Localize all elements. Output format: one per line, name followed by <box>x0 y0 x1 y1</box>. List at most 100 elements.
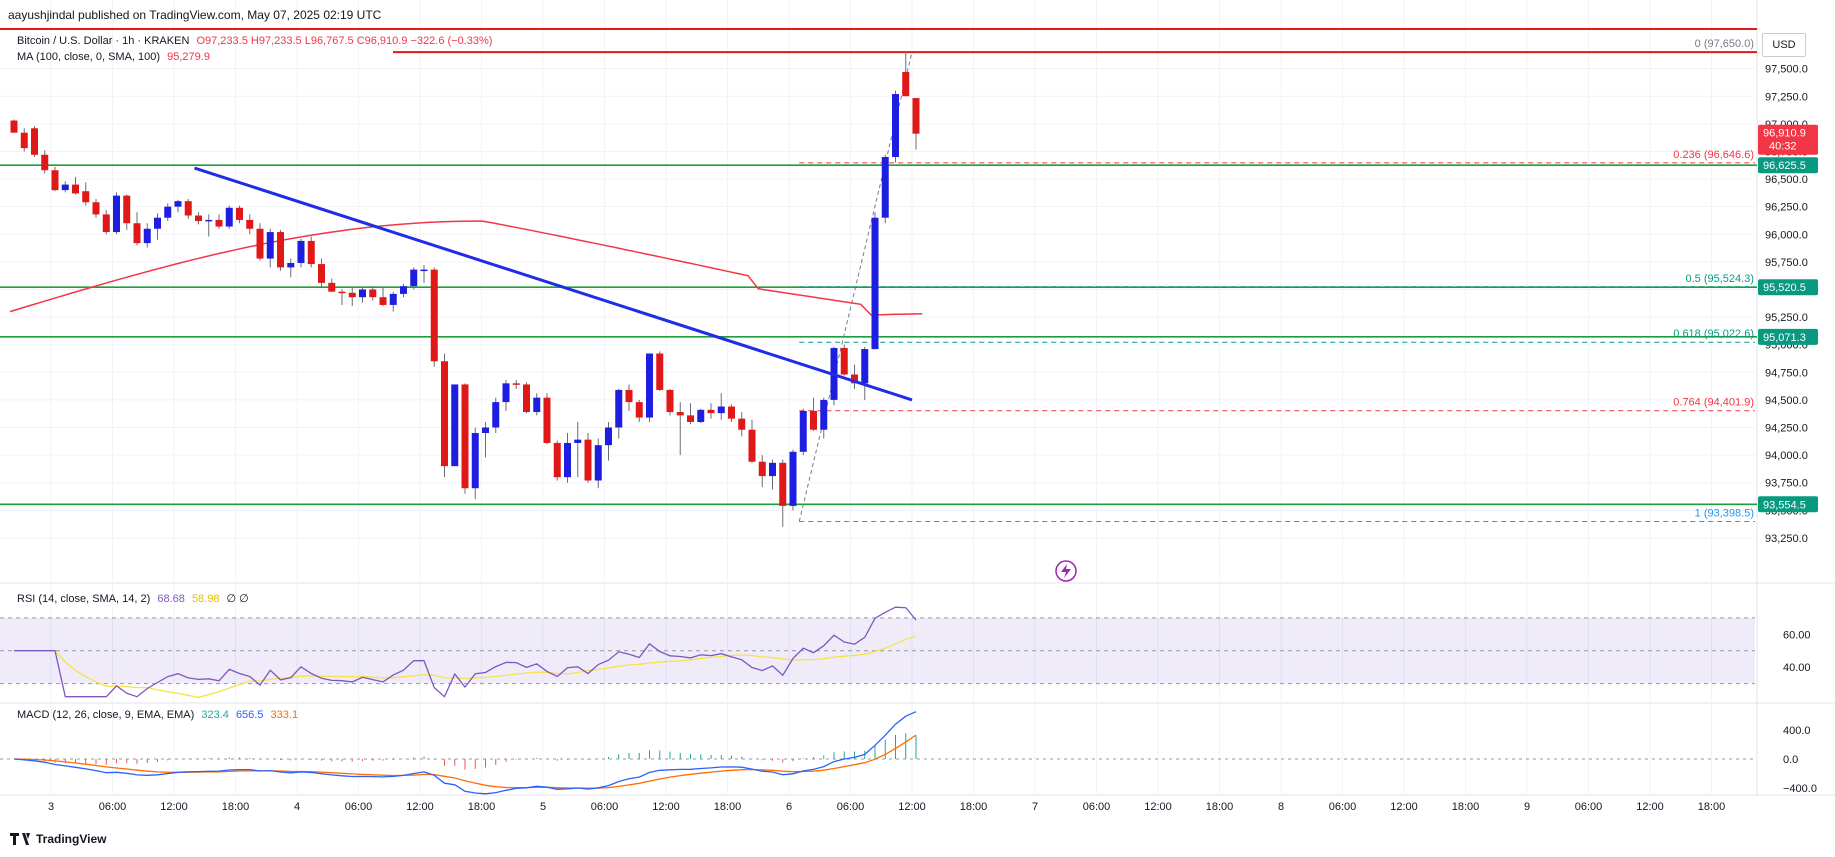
candle-body <box>758 461 766 477</box>
last-price-label: 96,910.9 <box>1763 128 1806 140</box>
candle-body <box>646 353 653 418</box>
candle-body <box>738 418 746 430</box>
candle-body <box>287 262 295 268</box>
price-tick-label: 96,500.0 <box>1765 174 1808 186</box>
time-tick-label: 18:00 <box>714 801 742 813</box>
candle-body <box>246 219 254 229</box>
macd-signal-value: 333.1 <box>270 709 299 721</box>
time-tick-label: 9 <box>1524 801 1530 813</box>
currency-button[interactable]: USD <box>1762 33 1806 57</box>
price-tick-label: 95,250.0 <box>1765 312 1808 324</box>
time-tick-label: 06:00 <box>345 801 373 813</box>
candle-body <box>810 410 817 430</box>
support-price-label: 96,625.5 <box>1763 160 1806 172</box>
candle-body <box>31 128 38 155</box>
time-tick-label: 06:00 <box>1083 801 1111 813</box>
symbol-name[interactable]: Bitcoin / U.S. Dollar · 1h · KRAKEN <box>17 35 190 47</box>
candle-body <box>318 264 325 283</box>
candle-body <box>697 409 705 422</box>
candle-body <box>123 195 131 224</box>
time-tick-label: 18:00 <box>1452 801 1480 813</box>
fib-level-label: 0 (97,650.0) <box>1695 38 1754 50</box>
price-tick-label: 97,500.0 <box>1765 64 1808 76</box>
lightning-icon <box>1055 560 1077 582</box>
ma-value: 95,279.9 <box>167 51 210 63</box>
footer-brand: TradingView <box>36 832 107 846</box>
candle-body <box>92 202 100 215</box>
time-tick-label: 7 <box>1032 801 1038 813</box>
candle-body <box>195 215 202 222</box>
time-tick-label: 6 <box>786 801 792 813</box>
macd-line-value: 656.5 <box>235 709 264 721</box>
candle-body <box>912 98 920 134</box>
support-price-tag <box>1758 157 1818 174</box>
support-price-label: 95,520.5 <box>1763 282 1806 294</box>
price-tick-label: 94,500.0 <box>1765 395 1808 407</box>
macd-legend[interactable]: MACD (12, 26, close, 9, EMA, EMA) 323.4 … <box>17 709 302 721</box>
macd-hist-value: 323.4 <box>201 709 229 721</box>
time-tick-label: 12:00 <box>1390 801 1418 813</box>
time-tick-label: 12:00 <box>1636 801 1664 813</box>
candle-body <box>717 406 725 414</box>
candle-body <box>410 269 418 287</box>
rsi-tick-label: 40.00 <box>1783 662 1811 674</box>
candle-body <box>892 94 899 157</box>
rsi-extra: ∅ ∅ <box>226 593 249 605</box>
support-price-tag <box>1758 496 1818 513</box>
countdown-label: 40:32 <box>1769 141 1797 153</box>
candle-body <box>881 156 889 218</box>
price-tick-label: 97,250.0 <box>1765 91 1808 103</box>
candle-body <box>164 206 172 218</box>
candle-body <box>512 383 520 385</box>
candle-body <box>625 389 633 403</box>
candle-body <box>338 291 346 294</box>
rsi-sma-value: 58.98 <box>191 593 220 605</box>
candle-body <box>328 282 336 292</box>
rsi-sma-line <box>14 635 917 699</box>
time-tick-label: 5 <box>540 801 546 813</box>
ma-label: MA (100, close, 0, SMA, 100) <box>17 51 161 63</box>
candle-body <box>184 201 192 216</box>
macd-label: MACD (12, 26, close, 9, EMA, EMA) <box>17 709 195 721</box>
tradingview-logo[interactable]: TradingView <box>10 832 106 846</box>
time-tick-label: 12:00 <box>406 801 434 813</box>
candle-body <box>143 228 151 244</box>
candle-body <box>707 409 715 414</box>
rsi-line <box>14 606 917 698</box>
price-tick-label: 94,250.0 <box>1765 423 1808 435</box>
candle-body <box>482 427 489 434</box>
candle-body <box>72 184 79 194</box>
time-tick-label: 18:00 <box>1206 801 1234 813</box>
candle-body <box>215 219 223 227</box>
time-tick-label: 06:00 <box>1329 801 1357 813</box>
candle-body <box>779 462 787 506</box>
time-tick-label: 4 <box>294 801 300 813</box>
publisher-line: aayushjindal published on TradingView.co… <box>8 8 382 22</box>
candle-body <box>666 389 674 413</box>
candle-body <box>82 191 90 203</box>
candle-body <box>441 361 448 467</box>
lightning-bolt-icon <box>1061 564 1071 578</box>
candle-body <box>10 120 18 133</box>
candle-body <box>687 415 694 422</box>
time-tick-label: 06:00 <box>99 801 127 813</box>
time-tick-label: 12:00 <box>652 801 680 813</box>
candle-body <box>748 429 756 462</box>
candle-body <box>451 384 459 467</box>
candle-body <box>799 410 807 452</box>
fib-level-label: 1 (93,398.5) <box>1695 508 1754 520</box>
rsi-label: RSI (14, close, SMA, 14, 2) <box>17 593 151 605</box>
support-price-label: 93,554.5 <box>1763 499 1806 511</box>
rsi-legend[interactable]: RSI (14, close, SMA, 14, 2) 68.68 58.98 … <box>17 592 253 605</box>
time-tick-label: 18:00 <box>960 801 988 813</box>
candle-body <box>420 269 428 272</box>
candle-body <box>851 374 858 384</box>
candle-body <box>902 71 910 97</box>
candle-body <box>594 445 602 481</box>
ma-legend[interactable]: MA (100, close, 0, SMA, 100) 95,279.9 <box>17 51 214 63</box>
fib-level-label: 0.618 (95,022.6) <box>1673 328 1754 340</box>
time-tick-label: 06:00 <box>837 801 865 813</box>
price-tick-label: 94,000.0 <box>1765 450 1808 462</box>
candle-body <box>871 217 879 350</box>
